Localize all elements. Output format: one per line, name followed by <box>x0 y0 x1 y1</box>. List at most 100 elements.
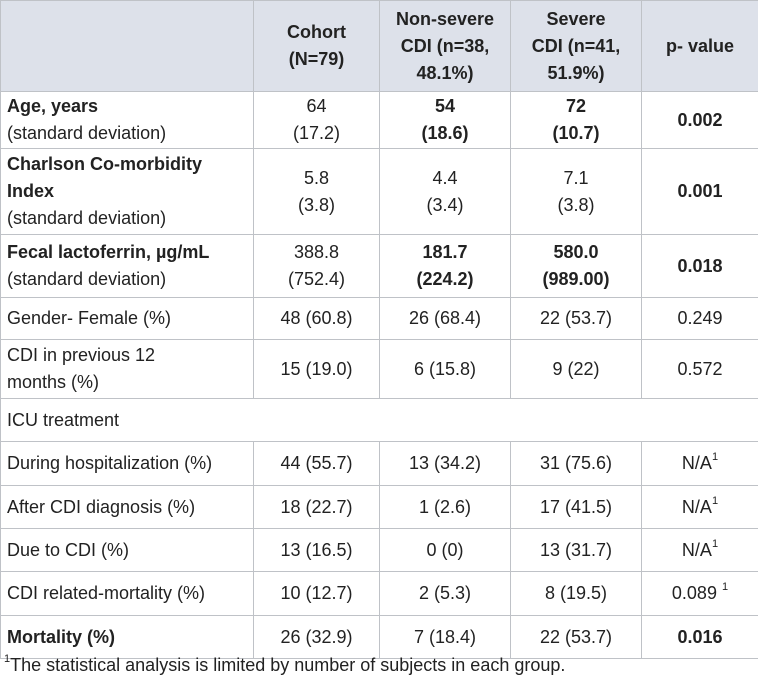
footnote-marker: 1 <box>4 653 11 665</box>
footnote-marker: 1 <box>711 537 719 550</box>
row-label: CDI related-mortality (%) <box>0 571 254 616</box>
cell-cohort: 388.8 (752.4) <box>253 234 380 298</box>
cell-value: 5.8 <box>303 167 330 188</box>
cell-pvalue: N/A1 <box>641 485 758 529</box>
cell-sd: (10.7) <box>552 123 600 143</box>
cell-nonsevere: 4.4 (3.4) <box>379 148 511 235</box>
row-label: Due to CDI (%) <box>0 528 254 572</box>
header-cohort-line1: Cohort <box>287 22 346 42</box>
row-label: Fecal lactoferrin, µg/mL (standard devia… <box>0 234 254 298</box>
header-pvalue: p- value <box>641 0 758 92</box>
table-row-cdi-mortality: CDI related-mortality (%) 10 (12.7) 2 (5… <box>0 571 758 616</box>
footnote: 1The statistical analysis is limited by … <box>4 654 565 676</box>
row-label-line2: months (%) <box>7 372 100 392</box>
pvalue-text: N/A <box>681 539 712 560</box>
row-label: During hospitalization (%) <box>0 441 254 486</box>
cell-sd: (17.2) <box>292 123 341 143</box>
cell-pvalue: 0.089 1 <box>641 571 758 616</box>
cell-sd: (989.00) <box>542 269 610 289</box>
row-label-sub: (standard deviation) <box>7 269 167 289</box>
table-row-gender: Gender- Female (%) 48 (60.8) 26 (68.4) 2… <box>0 297 758 340</box>
header-nonsevere-line2: CDI (n=38, <box>400 35 490 56</box>
cell-nonsevere: 54 (18.6) <box>379 91 511 149</box>
footnote-marker: 1 <box>711 494 719 507</box>
cell-cohort: 44 (55.7) <box>253 441 380 486</box>
cell-nonsevere: 2 (5.3) <box>379 571 511 616</box>
footnote-marker: 1 <box>711 451 719 463</box>
cell-cohort: 64 (17.2) <box>253 91 380 149</box>
pvalue-text: N/A <box>681 453 712 473</box>
cell-nonsevere: 13 (34.2) <box>379 441 511 486</box>
cell-value: 72 <box>565 96 587 116</box>
cell-nonsevere: 7 (18.4) <box>379 615 511 659</box>
cell-severe: 31 (75.6) <box>510 441 642 486</box>
row-label-line2: Index <box>7 181 55 201</box>
cell-pvalue: 0.016 <box>641 615 758 659</box>
table-row-icu-hospitalization: During hospitalization (%) 44 (55.7) 13 … <box>0 441 758 486</box>
table-row-icu-after-diagnosis: After CDI diagnosis (%) 18 (22.7) 1 (2.6… <box>0 485 758 529</box>
table-row-charlson: Charlson Co-morbidity Index (standard de… <box>0 148 758 235</box>
table-row-mortality: Mortality (%) 26 (32.9) 7 (18.4) 22 (53.… <box>0 615 758 659</box>
row-label: Mortality (%) <box>0 615 254 659</box>
header-nonsevere-line1: Non-severe <box>395 8 495 29</box>
cell-nonsevere: 6 (15.8) <box>379 339 511 399</box>
table-row-icu-due-to-cdi: Due to CDI (%) 13 (16.5) 0 (0) 13 (31.7)… <box>0 528 758 572</box>
row-label: Gender- Female (%) <box>0 297 254 340</box>
cell-value: 580.0 <box>553 242 599 262</box>
row-label-line1: Charlson Co-morbidity <box>7 154 203 174</box>
cell-nonsevere: 0 (0) <box>379 528 511 572</box>
row-label: After CDI diagnosis (%) <box>0 485 254 529</box>
cell-pvalue: 0.001 <box>641 148 758 235</box>
cell-cohort: 48 (60.8) <box>253 297 380 340</box>
cell-pvalue: 0.018 <box>641 234 758 298</box>
cell-nonsevere: 26 (68.4) <box>379 297 511 340</box>
row-label-text: Fecal lactoferrin, µg/mL <box>7 242 210 262</box>
cell-pvalue: N/A1 <box>641 528 758 572</box>
table-row-lactoferrin: Fecal lactoferrin, µg/mL (standard devia… <box>0 234 758 298</box>
footnote-marker: 1 <box>721 581 729 593</box>
header-row: Cohort (N=79) Non-severe CDI (n=38, 48.1… <box>0 0 758 92</box>
header-cohort-line2: (N=79) <box>288 49 345 69</box>
header-blank <box>0 0 254 92</box>
header-severe-line1: Severe <box>546 8 606 29</box>
cell-severe: 580.0 (989.00) <box>510 234 642 298</box>
cell-cohort: 13 (16.5) <box>253 528 380 572</box>
cell-value: 7.1 <box>563 167 589 188</box>
row-label-text: Age, years <box>7 96 99 116</box>
cell-value: 388.8 <box>293 242 340 262</box>
cell-severe: 72 (10.7) <box>510 91 642 149</box>
cell-severe: 13 (31.7) <box>510 528 642 572</box>
header-cohort: Cohort (N=79) <box>253 0 380 92</box>
cell-sd: (224.2) <box>416 269 474 289</box>
header-nonsevere-line3: 48.1%) <box>416 62 474 83</box>
header-severe-line3: 51.9%) <box>547 62 605 83</box>
cell-cohort: 26 (32.9) <box>253 615 380 659</box>
row-label: CDI in previous 12 months (%) <box>0 339 254 399</box>
cell-cohort: 5.8 (3.8) <box>253 148 380 235</box>
cell-nonsevere: 1 (2.6) <box>379 485 511 529</box>
cell-pvalue: 0.249 <box>641 297 758 340</box>
cell-cohort: 10 (12.7) <box>253 571 380 616</box>
section-label: ICU treatment <box>0 398 758 442</box>
cell-sd: (3.8) <box>297 194 335 215</box>
cell-severe: 7.1 (3.8) <box>510 148 642 235</box>
cell-severe: 17 (41.5) <box>510 485 642 529</box>
cell-value: 4.4 <box>432 167 458 188</box>
cell-value: 54 <box>434 96 456 116</box>
row-label-sub: (standard deviation) <box>7 123 167 143</box>
cell-value: 64 <box>306 96 327 116</box>
pvalue-text: N/A <box>681 496 712 517</box>
cell-cohort: 15 (19.0) <box>253 339 380 399</box>
row-label: Charlson Co-morbidity Index (standard de… <box>0 148 254 235</box>
cell-sd: (3.4) <box>426 194 464 215</box>
cell-pvalue: N/A1 <box>641 441 758 486</box>
header-severe: Severe CDI (n=41, 51.9%) <box>510 0 642 92</box>
cell-severe: 9 (22) <box>510 339 642 399</box>
row-label: Age, years (standard deviation) <box>0 91 254 149</box>
table-row-icu-section: ICU treatment <box>0 398 758 442</box>
cell-value: 181.7 <box>422 242 468 262</box>
cell-severe: 22 (53.7) <box>510 615 642 659</box>
table-row-cdi-previous: CDI in previous 12 months (%) 15 (19.0) … <box>0 339 758 399</box>
cell-sd: (18.6) <box>421 123 469 143</box>
cell-sd: (3.8) <box>557 194 595 215</box>
